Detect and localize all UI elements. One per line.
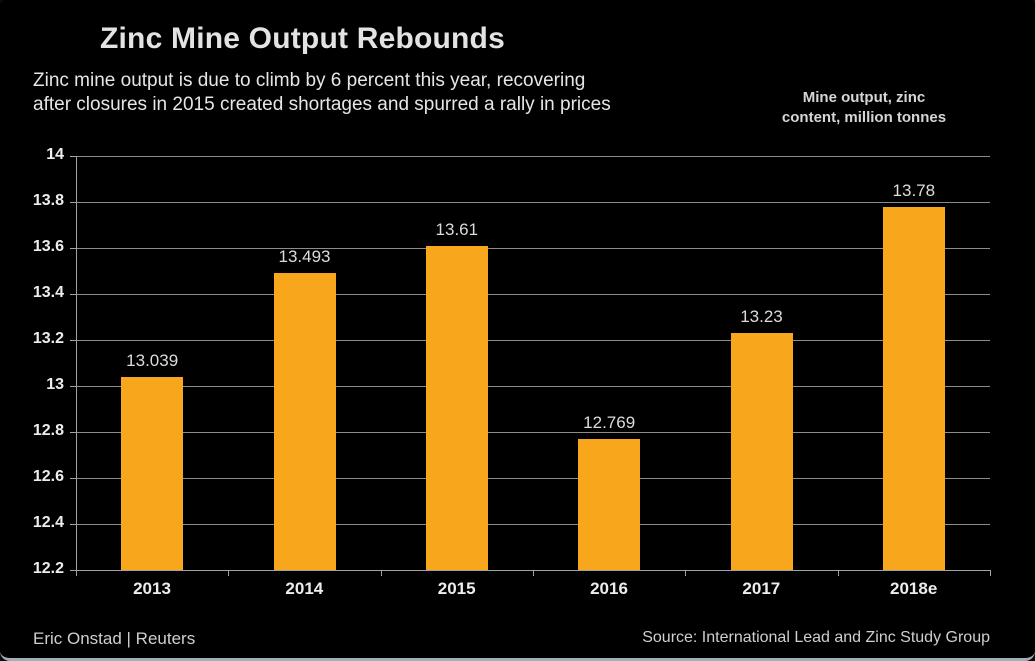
y-axis-tick-label: 13.6 (32, 238, 64, 255)
bar (425, 245, 488, 570)
x-axis-tick (533, 570, 534, 576)
gridline (76, 156, 990, 157)
y-axis-tick-label: 13 (46, 376, 64, 393)
bar (121, 377, 184, 570)
bar (730, 333, 793, 570)
y-axis-tick-label: 13.2 (32, 330, 64, 347)
x-axis-label: 2013 (133, 579, 171, 598)
y-axis-tick (70, 202, 76, 203)
chart-subtitle-line1: Zinc mine output is due to climb by 6 pe… (33, 70, 586, 91)
x-axis-label: 2015 (437, 579, 476, 598)
y-axis-tick-label: 14 (46, 146, 64, 163)
bar (578, 439, 641, 570)
y-axis-tick-label: 13.4 (32, 284, 64, 301)
x-axis-tick (76, 570, 77, 576)
x-axis-tick (228, 570, 230, 576)
y-axis-line (76, 156, 77, 570)
y-axis-units-line1: Mine output, zinc (802, 89, 926, 106)
x-axis-tick (837, 570, 839, 576)
y-axis-tick (70, 340, 76, 341)
y-axis-tick (70, 248, 76, 249)
x-axis-label: 2014 (285, 579, 324, 598)
x-axis-tick (685, 570, 687, 576)
bar (273, 272, 336, 570)
bar-value-label: 13.23 (740, 307, 783, 327)
x-axis-tick (380, 570, 382, 576)
y-axis-tick (70, 478, 76, 479)
bar (882, 206, 945, 570)
y-axis-tick (70, 432, 76, 433)
y-axis-tick (70, 386, 76, 387)
byline: Eric Onstad | Reuters (33, 629, 196, 648)
gridline (76, 294, 990, 295)
gridline (76, 386, 990, 387)
y-axis-tick-label: 12.6 (32, 468, 64, 485)
bar-value-label: 13.493 (278, 246, 331, 266)
chart-title: Zinc Mine Output Rebounds (100, 22, 505, 55)
source-credit: Source: International Lead and Zinc Stud… (642, 629, 990, 646)
gridline (76, 248, 990, 249)
bar-value-label: 13.61 (435, 219, 479, 239)
y-axis-tick (70, 294, 76, 295)
y-axis-units-label: Mine output, zinc content, million tonne… (744, 88, 984, 128)
x-axis-tick (990, 570, 991, 576)
y-axis-tick (70, 524, 76, 525)
y-axis-tick (70, 156, 76, 157)
y-axis-tick-label: 12.8 (32, 422, 64, 439)
y-axis-tick-label: 12.2 (32, 560, 64, 577)
bar-value-label: 13.78 (892, 180, 936, 200)
y-axis-tick-label: 12.4 (32, 514, 64, 531)
chart-subtitle-line2: after closures in 2015 created shortages… (33, 94, 611, 115)
gridline (76, 340, 990, 341)
y-axis-tick (70, 570, 76, 571)
y-axis-units-line2: content, million tonnes (781, 109, 947, 126)
gridline (76, 202, 990, 203)
gridline (76, 478, 990, 479)
y-axis-tick-label: 13.8 (32, 192, 64, 209)
bar-value-label: 12.769 (583, 413, 636, 433)
gridline (76, 432, 990, 433)
x-axis-label: 2016 (590, 579, 628, 598)
bar-value-label: 13.039 (126, 351, 179, 371)
x-axis-label: 2018e (890, 579, 938, 598)
x-axis-label: 2017 (742, 579, 781, 598)
gridline (76, 524, 990, 525)
